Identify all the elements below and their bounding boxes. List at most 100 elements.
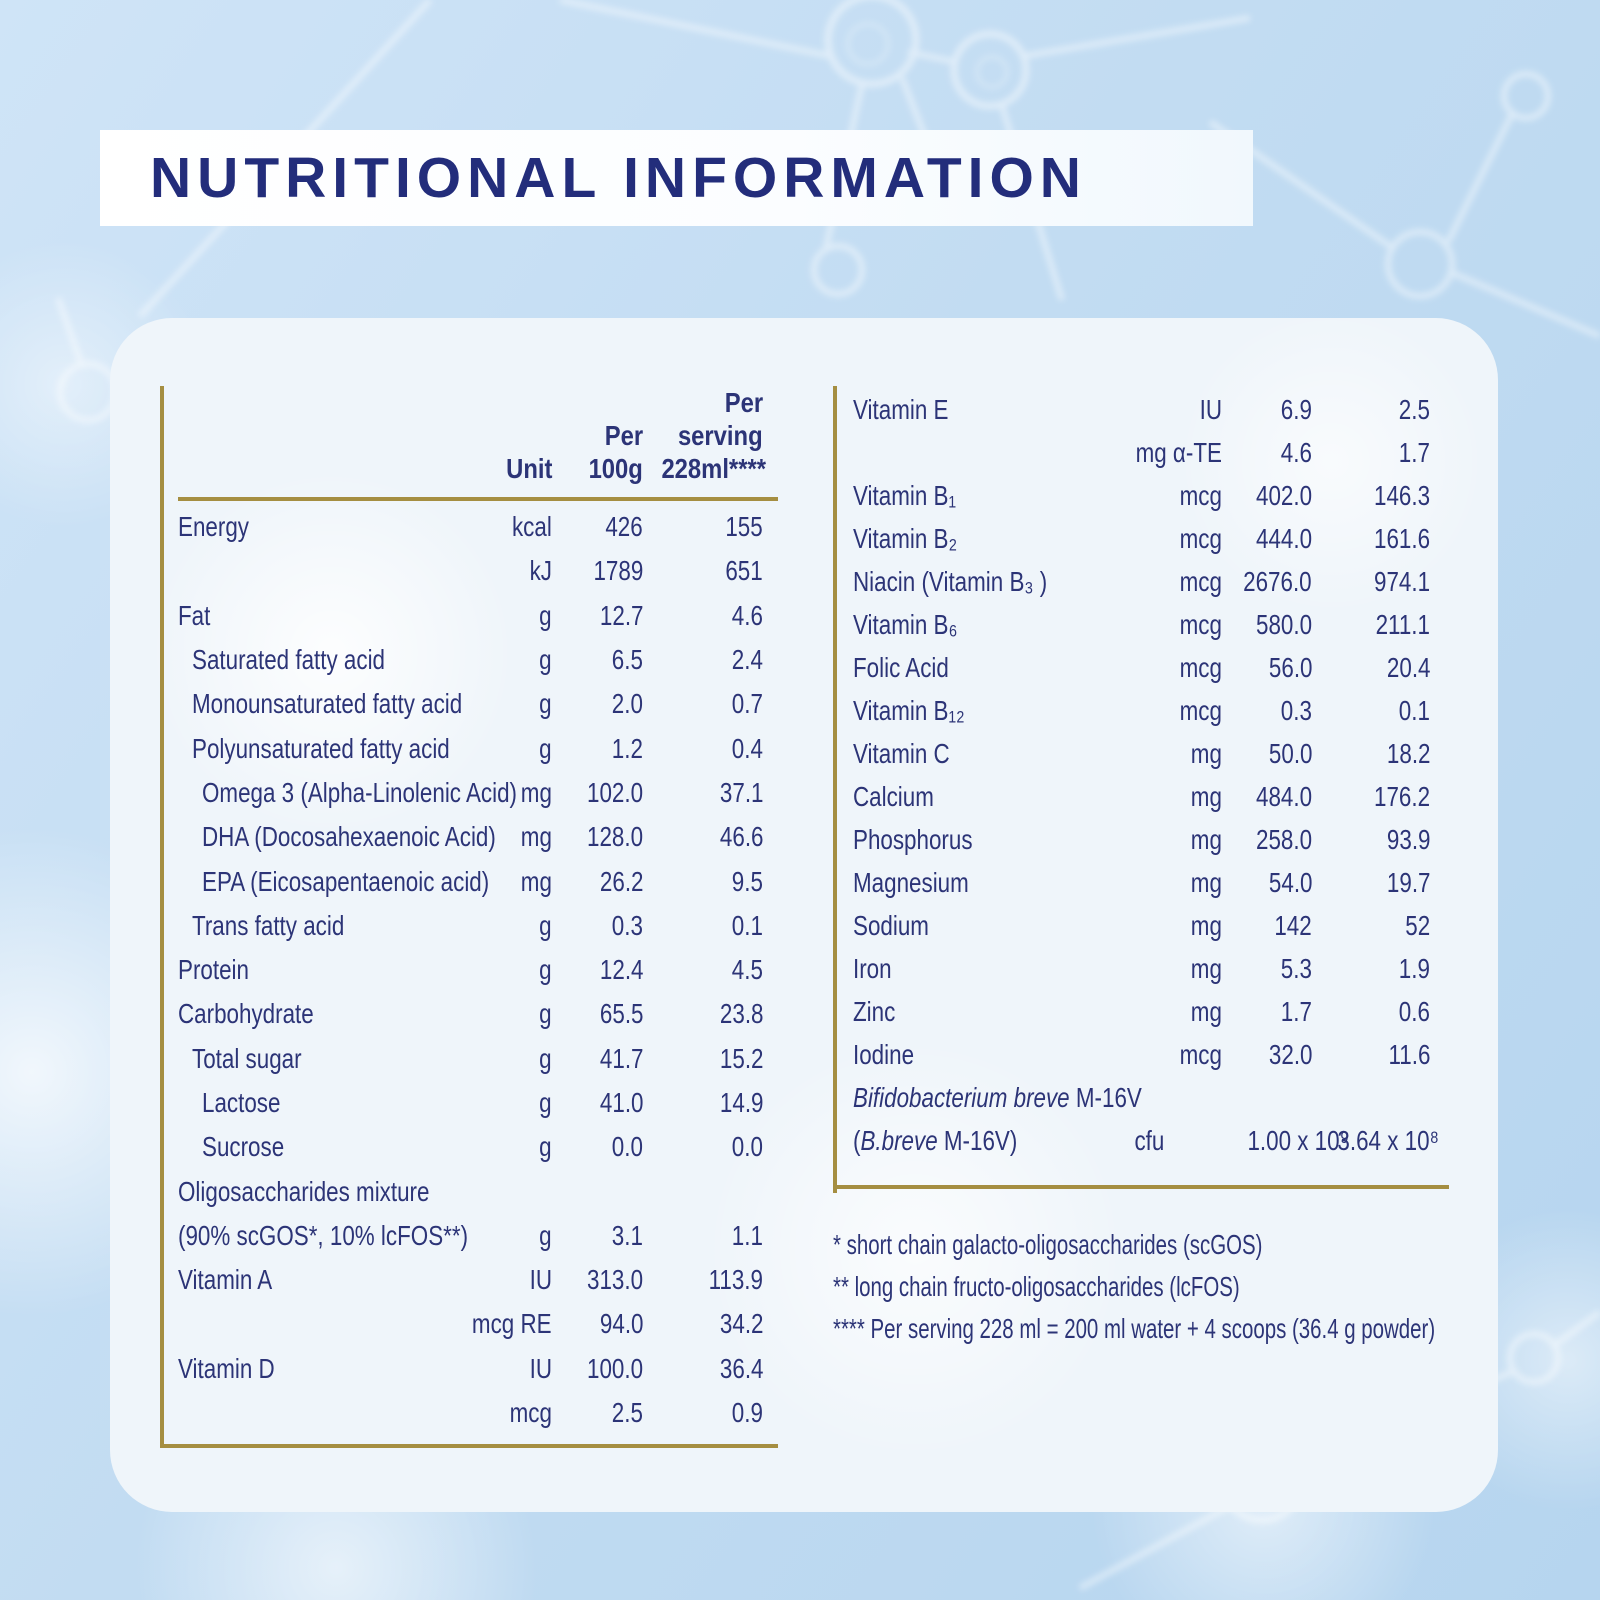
row-unit: IU [529,1352,552,1384]
row-per-100g: 444.0 [1255,522,1312,554]
row-per-serving: 20.4 [1386,651,1430,683]
row-per-serving: 18.2 [1386,737,1430,769]
row-label: Vitamin E [853,393,949,425]
row-unit: g [539,1042,552,1074]
row-per-100g: 54.0 [1268,866,1312,898]
row-per-serving: 3.64 x 10⁸ [1337,1124,1440,1156]
row-per-serving: 651 [725,555,763,587]
row-label: Niacin (Vitamin B₃ ) [853,565,1048,597]
table-row: Vitamin C mg 50.0 18.2 [833,732,1449,775]
table-left-bottom-rule [160,1444,778,1448]
row-per-serving: 19.7 [1386,866,1430,898]
table-row: Monounsaturated fatty acid g 2.0 0.7 [160,682,778,726]
row-per-serving: 37.1 [719,776,763,808]
row-label: Oligosaccharides mixture [178,1175,430,1207]
row-per-serving: 176.2 [1373,780,1430,812]
row-unit: mcg [1179,565,1222,597]
table-row: Omega 3 (Alpha-Linolenic Acid) mg 102.0 37.… [160,771,778,815]
row-label [178,555,452,587]
row-label: Carbohydrate [178,998,314,1030]
row-label: Total sugar [192,1042,302,1074]
row-per-100g: 258.0 [1255,823,1312,855]
row-unit [452,1176,552,1208]
table-row: mcg RE 94.0 34.2 [160,1302,778,1346]
table-row: Folic Acid mcg 56.0 20.4 [833,646,1449,689]
nutrition-table-right: Vitamin E IU 6.9 2.5 mg α-TE 4.6 1.7 Vitamin B₁… [833,386,1449,1193]
row-unit: mg [1190,823,1222,855]
table-row: Bifidobacterium breve M-16V [833,1076,1449,1119]
row-unit: mcg [1179,479,1222,511]
row-unit: mg [1190,780,1222,812]
row-unit: g [539,1219,552,1251]
footnotes: * short chain galacto-oligosaccharides (… [833,1224,1600,1350]
table-row: mcg 2.5 0.9 [160,1391,778,1435]
row-per-serving: 0.7 [731,688,763,720]
row-per-serving: 0.1 [731,909,763,941]
row-per-100g: 102.0 [586,776,643,808]
row-unit: kcal [512,511,552,543]
row-per-serving: 36.4 [719,1352,763,1384]
row-unit: g [539,1087,552,1118]
table-left-vertical-rule [160,386,164,1448]
row-per-100g: 313.0 [586,1264,643,1296]
row-unit: mcg [1179,522,1222,554]
row-per-100g: 56.0 [1268,651,1312,683]
table-row: Fat g 12.7 4.6 [160,594,778,638]
row-per-serving: 113.9 [708,1264,763,1296]
table-right-vertical-rule [833,386,837,1193]
row-per-100g: 4.6 [1280,436,1312,468]
row-label: Vitamin B₆ [853,608,958,640]
table-row: Vitamin B₁ mcg 402.0 146.3 [833,474,1449,517]
row-label: Omega 3 (Alpha-Linolenic Acid) [202,776,518,808]
row-per-serving: 46.6 [719,821,763,853]
table-row: Vitamin B₆ mcg 580.0 211.1 [833,603,1449,646]
table-row: Sucrose g 0.0 0.0 [160,1125,778,1169]
table-row: Vitamin B₁₂ mcg 0.3 0.1 [833,689,1449,732]
row-per-100g: 26.2 [599,865,643,897]
table-row: Vitamin B₂ mcg 444.0 161.6 [833,517,1449,560]
row-per-100g: 50.0 [1268,737,1312,769]
row-label: Magnesium [853,866,969,898]
row-unit: mg [520,776,552,808]
title-banner: NUTRITIONAL INFORMATION [100,130,1253,226]
table-row: (90% scGOS*, 10% lcFOS**) g 3.1 1.1 [160,1214,778,1258]
row-unit: mg [1190,866,1222,898]
row-label: Calcium [853,780,934,812]
nutrition-card: Unit Per 100g Per serving 228ml**** Energy k… [110,318,1498,1512]
table-row: Vitamin E IU 6.9 2.5 [833,388,1449,431]
row-per-serving: 15.2 [719,1042,763,1074]
table-row: Energy kcal 426 155 [160,505,778,549]
page-title: NUTRITIONAL INFORMATION [150,146,1087,210]
row-per-100g: 1.2 [611,732,643,764]
row-label: Phosphorus [853,823,973,855]
row-unit: mg [1190,952,1222,984]
row-per-serving: 23.8 [719,998,763,1030]
row-label: Trans fatty acid [192,909,345,941]
row-unit: cfu [1134,1124,1164,1156]
row-label: Vitamin C [853,737,950,769]
row-label: Monounsaturated fatty acid [192,688,463,720]
col-header-per-serving: Per serving 228ml**** [661,387,766,484]
table-row: Saturated fatty acid g 6.5 2.4 [160,638,778,682]
row-unit: mcg RE [472,1308,552,1340]
row-per-100g: 41.7 [599,1042,643,1074]
row-per-100g [1222,1082,1312,1114]
row-unit: g [539,1131,552,1163]
table-row: Sodium mg 142 52 [833,904,1449,947]
nutrition-table-left: Unit Per 100g Per serving 228ml**** Energy k… [160,386,778,1448]
table-row: Magnesium mg 54.0 19.7 [833,861,1449,904]
row-label: Bifidobacterium breve M-16V [853,1081,1142,1113]
row-per-100g: 128.0 [586,821,643,853]
row-per-100g: 41.0 [599,1087,643,1118]
row-per-100g: 426 [605,511,643,543]
row-per-100g: 94.0 [599,1308,643,1340]
row-per-serving: 11.6 [1388,1038,1430,1070]
row-per-100g: 12.4 [599,954,643,986]
col-header-unit: Unit [505,453,552,484]
table-row: Zinc mg 1.7 0.6 [833,990,1449,1033]
row-per-serving: 0.1 [1398,694,1430,726]
row-unit: mg [1190,737,1222,769]
row-label: Zinc [853,995,896,1027]
table-row: (B.breve M-16V) cfu 1.00 x 10⁹ 3.64 x 10⁸ [833,1119,1449,1162]
row-per-100g: 6.9 [1280,393,1312,425]
